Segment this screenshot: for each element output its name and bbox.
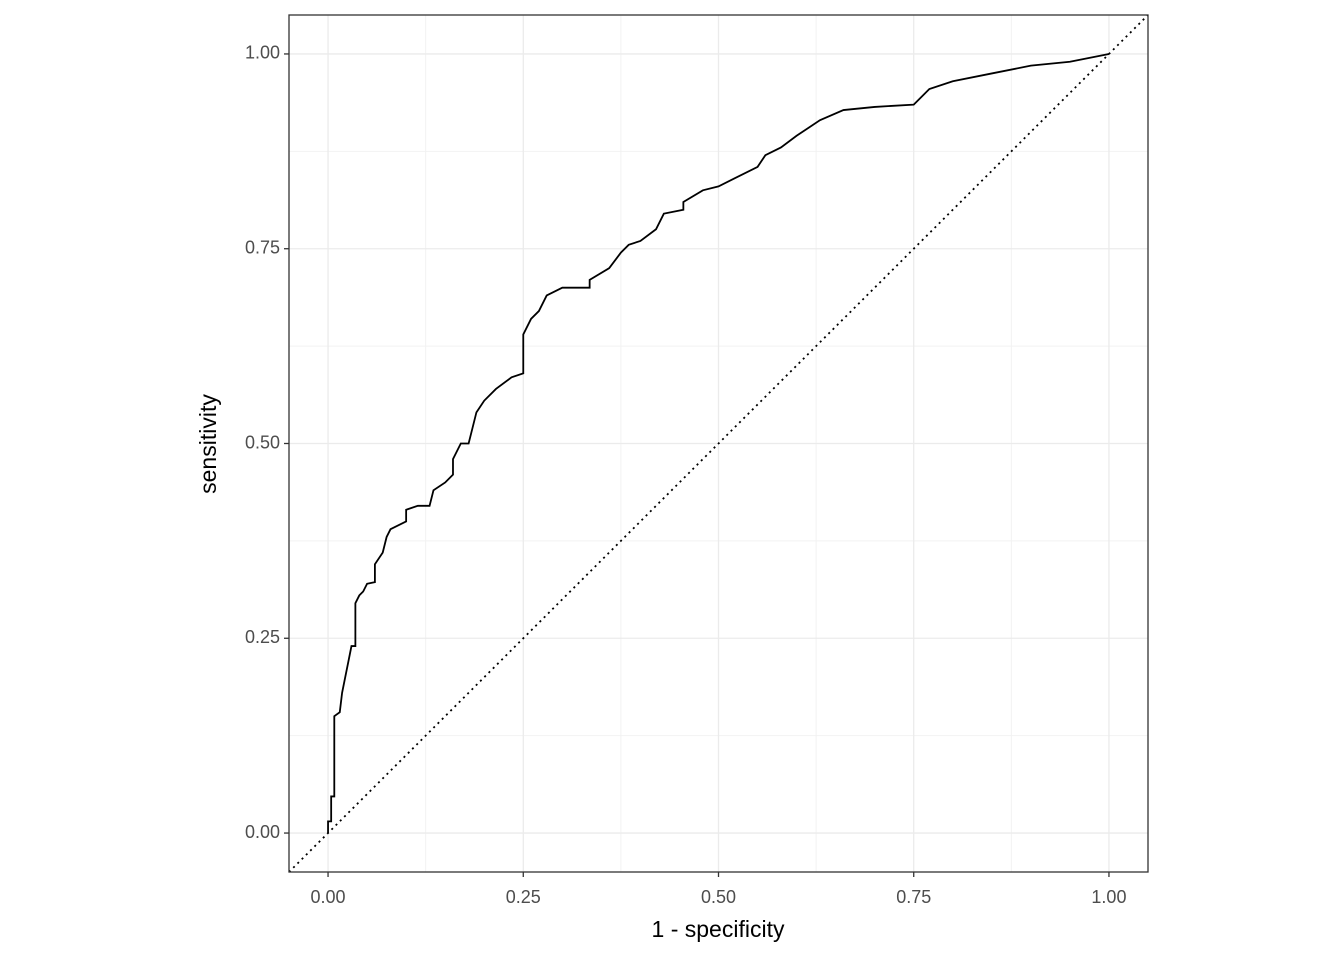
x-tick-label: 0.00 [311,887,346,907]
x-tick-label: 0.25 [506,887,541,907]
y-axis-title: sensitivity [195,394,221,494]
y-tick-label: 0.25 [245,627,280,647]
reference-diagonal [288,14,1149,873]
panel-border [288,14,1149,873]
x-tick-label: 1.00 [1091,887,1126,907]
x-tick-label: 0.75 [896,887,931,907]
y-tick-label: 0.50 [245,432,280,452]
y-tick-label: 0.00 [245,822,280,842]
x-axis-title: 1 - specificity [652,916,785,942]
roc-curve [327,53,1110,834]
x-tick-label: 0.50 [701,887,736,907]
y-tick-label: 1.00 [245,43,280,63]
y-tick-label: 0.75 [245,237,280,257]
